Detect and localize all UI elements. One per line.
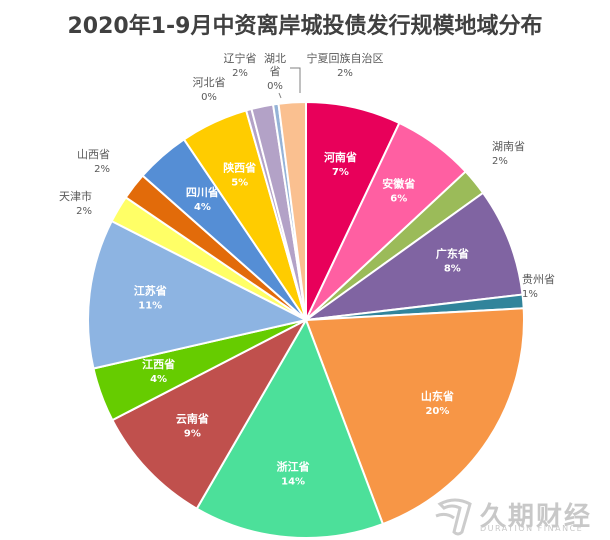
leader-line-16 xyxy=(278,92,282,99)
slice-value-label-14: 0% xyxy=(201,92,217,103)
slice-value-label-17: 2% xyxy=(337,68,353,79)
slice-value-label-0: 7% xyxy=(332,167,349,178)
slice-name-label-7: 云南省 xyxy=(176,411,209,425)
chart-title: 2020年1-9月中资离岸城投债发行规模地域分布 xyxy=(67,14,543,39)
wave-logo-icon xyxy=(435,498,472,536)
slice-value-label-7: 9% xyxy=(184,428,201,439)
slice-name-label-5: 山东省 xyxy=(421,389,454,403)
pie-slice-5 xyxy=(304,307,525,526)
slice-value-label-12: 4% xyxy=(194,202,211,213)
slice-value-label-9: 11% xyxy=(138,301,162,312)
slice-name-label-6: 浙江省 xyxy=(277,459,310,473)
slice-value-label-11: 2% xyxy=(94,164,110,175)
pie-slice-6 xyxy=(195,317,385,539)
slice-value-label-2: 2% xyxy=(492,156,508,167)
slice-value-label-8: 4% xyxy=(150,374,167,385)
slice-value-label-1: 6% xyxy=(390,193,407,204)
slice-value-label-10: 2% xyxy=(76,206,92,217)
watermark-text: 久期财经 xyxy=(480,502,593,532)
pie-slice-3 xyxy=(302,191,524,322)
slice-name-label-8: 江西省 xyxy=(142,357,175,371)
slice-value-label-6: 14% xyxy=(281,476,305,487)
slice-name-label-13: 陕西省 xyxy=(223,161,256,175)
slice-value-label-3: 8% xyxy=(444,263,461,274)
slice-name-label-16-1: 省 xyxy=(270,65,281,78)
slice-name-label-14: 河北省 xyxy=(193,76,226,89)
slice-name-label-1: 安徽省 xyxy=(382,176,415,190)
watermark-subtext: DURATION FINANCE xyxy=(480,524,584,533)
slice-value-label-13: 5% xyxy=(231,178,248,189)
pie-slice-9 xyxy=(87,219,309,370)
slice-name-label-0: 河南省 xyxy=(324,150,357,164)
slice-value-label-5: 20% xyxy=(425,406,449,417)
slice-name-label-11: 山西省 xyxy=(77,148,110,161)
slice-name-label-15: 辽宁省 xyxy=(224,51,257,65)
slice-name-label-3: 广东省 xyxy=(436,246,469,260)
slice-value-label-15: 2% xyxy=(232,68,248,79)
slice-value-label-4: 1% xyxy=(522,289,538,300)
slice-name-label-9: 江苏省 xyxy=(134,284,167,298)
leader-line-17 xyxy=(290,67,301,93)
slice-name-label-10: 天津市 xyxy=(59,189,92,203)
slice-name-label-4: 贵州省 xyxy=(522,273,555,286)
pie-slice-7 xyxy=(111,317,309,511)
slice-name-label-2: 湖南省 xyxy=(492,140,525,153)
pie-slice-17 xyxy=(277,100,307,321)
slice-name-label-17: 宁夏回族自治区 xyxy=(307,51,384,65)
watermark-logo: 久期财经 DURATION FINANCE xyxy=(432,492,610,540)
slice-value-label-16: 0% xyxy=(267,81,283,92)
slice-name-label-16-0: 湖北 xyxy=(264,52,286,65)
slice-name-label-12: 四川省 xyxy=(186,185,219,199)
